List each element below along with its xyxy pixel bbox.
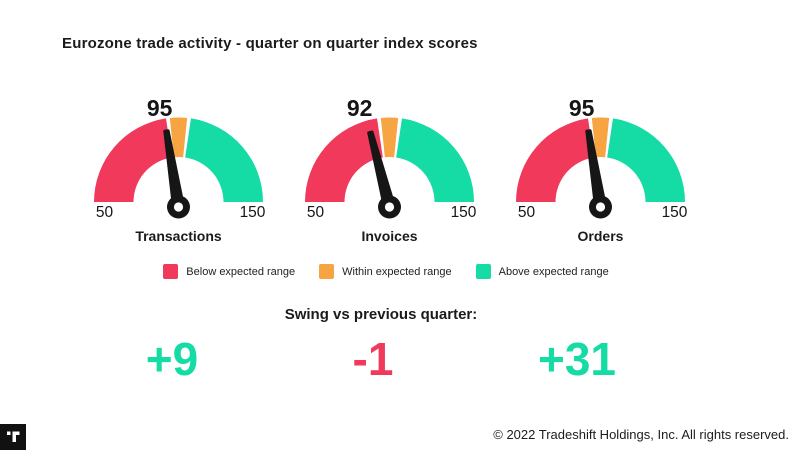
needle-pivot-hole: [384, 202, 395, 212]
page-title: Eurozone trade activity - quarter on qua…: [62, 35, 478, 52]
swing-value-invoices: -1: [352, 333, 394, 385]
gauge-chart-invoices: 92 50 150: [305, 95, 477, 221]
gauge-invoices: 92 50 150 Invoices: [284, 90, 495, 244]
gauge-segment: [380, 117, 399, 158]
gauge-min-label: 50: [96, 204, 114, 221]
gauge-value: 95: [147, 95, 173, 121]
gauge-segment: [169, 117, 188, 158]
legend-item: Within expected range: [319, 264, 452, 279]
needle-pivot-hole: [595, 202, 606, 212]
gauge-title-orders: Orders: [577, 228, 624, 244]
gauge-segment: [305, 118, 383, 202]
tradeshift-t-icon: [7, 431, 20, 442]
gauge-row: 95 50 150 Transactions 92 50 150 Invoices 95 50 15…: [73, 90, 706, 244]
gauge-chart-transactions: 95 50 150: [94, 95, 266, 221]
gauge-min-label: 50: [518, 204, 536, 221]
legend-label: Within expected range: [342, 265, 452, 278]
legend-item: Below expected range: [163, 264, 295, 279]
gauge-min-label: 50: [307, 204, 325, 221]
gauge-segment: [607, 118, 685, 202]
legend-label: Below expected range: [186, 265, 296, 278]
copyright-text: © 2022 Tradeshift Holdings, Inc. All rig…: [493, 427, 789, 442]
swing-value-transactions: +9: [145, 333, 199, 385]
legend-label: Above expected range: [498, 265, 609, 278]
gauge-segment: [516, 118, 594, 202]
gauge-orders: 95 50 150 Orders: [495, 90, 706, 244]
gauge-transactions: 95 50 150 Transactions: [73, 90, 284, 244]
gauge-max-label: 150: [451, 204, 477, 221]
chart-legend: Below expected range Within expected rang…: [0, 264, 772, 279]
gauge-segment: [185, 118, 263, 202]
gauge-value: 92: [347, 95, 373, 121]
tradeshift-logo: [0, 424, 26, 450]
needle-pivot-hole: [173, 202, 184, 212]
legend-swatch-icon: [475, 264, 491, 279]
legend-item: Above expected range: [475, 264, 609, 279]
swing-heading: Swing vs previous quarter:: [284, 306, 478, 323]
gauge-segment: [591, 117, 610, 158]
gauge-chart-orders: 95 50 150: [516, 95, 688, 221]
gauge-value: 95: [569, 95, 595, 121]
gauge-title-invoices: Invoices: [361, 228, 418, 244]
swing-value-orders: +31: [537, 333, 617, 385]
gauge-max-label: 150: [240, 204, 266, 221]
gauge-segment: [396, 118, 474, 202]
legend-swatch-icon: [163, 264, 179, 279]
gauge-segment: [94, 118, 172, 202]
gauge-max-label: 150: [662, 204, 688, 221]
gauge-title-transactions: Transactions: [135, 228, 222, 244]
legend-swatch-icon: [319, 264, 335, 279]
